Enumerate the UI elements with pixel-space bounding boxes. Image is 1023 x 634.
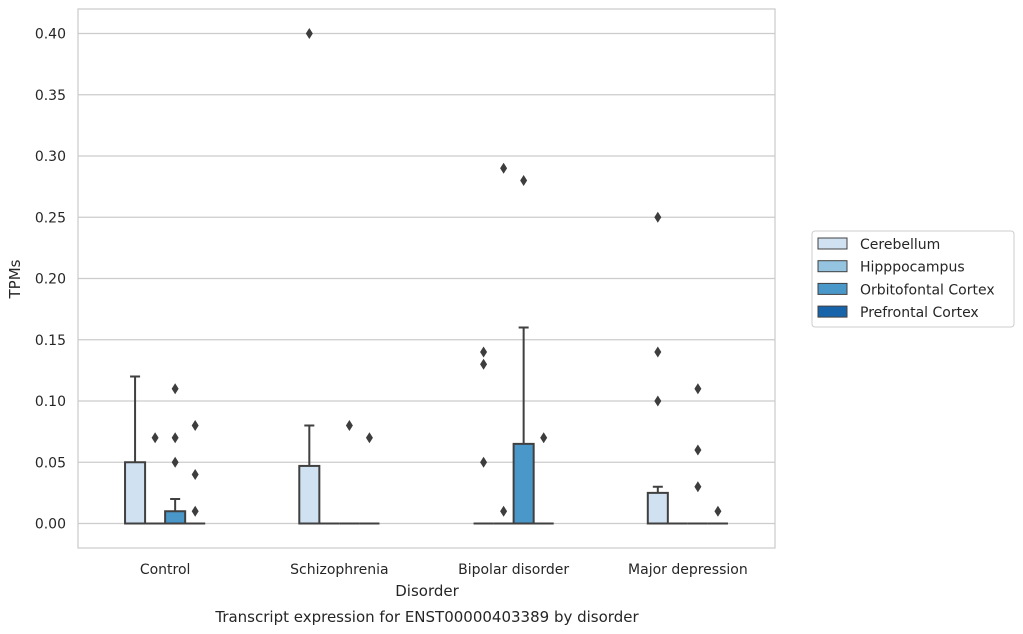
outlier-point xyxy=(171,383,179,395)
x-tick-label: Schizophrenia xyxy=(290,562,388,578)
y-axis-label: TPMs xyxy=(6,259,24,299)
outlier-point xyxy=(191,420,199,431)
box-orbitofontal-cortex xyxy=(164,498,187,525)
outlier-point xyxy=(694,444,702,456)
box-iqr xyxy=(646,491,669,525)
box-iqr xyxy=(164,510,187,525)
x-tick-labels: Control Schizophrenia Bipolar disorder Majo… xyxy=(140,562,748,578)
legend-frame xyxy=(811,230,1015,328)
x-tick-label: Major depression xyxy=(628,562,748,578)
box-orbitofontal-cortex xyxy=(512,326,535,525)
outlier-point xyxy=(345,420,353,431)
outlier-point xyxy=(191,505,199,517)
y-tick-label: 0.40 xyxy=(35,27,66,43)
outlier-point xyxy=(694,481,702,493)
outlier-point xyxy=(540,432,548,444)
outlier-point xyxy=(694,383,702,395)
box-cerebellum xyxy=(298,424,321,525)
y-tick-label: 0.05 xyxy=(35,455,66,471)
outlier-point xyxy=(654,395,662,407)
box-iqr xyxy=(298,464,321,525)
legend-label: Orbitofontal Cortex xyxy=(860,282,995,298)
outlier-point xyxy=(500,505,508,517)
outlier-point xyxy=(714,505,722,517)
x-tick-label: Control xyxy=(140,562,191,578)
x-axis-label: Disorder xyxy=(395,582,459,600)
outlier-point xyxy=(191,469,199,480)
plot-frame xyxy=(77,8,776,549)
legend-swatch xyxy=(817,260,848,273)
y-tick-label: 0.15 xyxy=(35,333,66,349)
y-tick-label: 0.10 xyxy=(35,394,66,410)
legend: Cerebellum Hipppocampus Orbitofontal Corte… xyxy=(811,230,1015,328)
outlier-point xyxy=(151,432,159,444)
legend-label: Hipppocampus xyxy=(860,260,965,276)
outlier-point xyxy=(520,175,528,186)
outlier-point xyxy=(480,346,488,358)
outlier-point xyxy=(654,211,662,223)
legend-swatch xyxy=(817,237,848,250)
outlier-point xyxy=(365,432,373,444)
y-tick-label: 0.30 xyxy=(35,149,66,165)
legend-label: Cerebellum xyxy=(860,237,940,253)
box-iqr xyxy=(512,442,535,525)
box-series-group xyxy=(124,326,728,525)
outlier-point xyxy=(500,162,508,174)
x-tick-label: Bipolar disorder xyxy=(458,562,569,578)
legend-swatch xyxy=(817,305,848,318)
y-tick-label: 0.20 xyxy=(35,272,66,288)
box-cerebellum xyxy=(646,485,669,525)
outlier-point xyxy=(171,456,179,468)
outlier-point xyxy=(654,346,662,358)
grid-lines xyxy=(78,32,775,525)
legend-swatch xyxy=(817,282,848,295)
y-tick-label: 0.00 xyxy=(35,517,66,533)
y-tick-label: 0.25 xyxy=(35,210,66,226)
chart-title: Transcript expression for ENST0000040338… xyxy=(214,608,639,626)
outlier-point xyxy=(171,432,179,444)
outlier-point xyxy=(480,456,488,468)
outlier-points-group xyxy=(151,28,722,517)
legend-label: Prefrontal Cortex xyxy=(860,305,979,321)
outlier-point xyxy=(480,358,488,370)
outlier-point xyxy=(305,28,313,39)
box-cerebellum xyxy=(124,375,147,525)
y-tick-label: 0.35 xyxy=(35,88,66,104)
box-iqr xyxy=(124,461,147,525)
y-tick-labels: 0.00 0.05 0.10 0.15 0.20 0.25 0.30 0.35 0.40 xyxy=(35,27,66,533)
